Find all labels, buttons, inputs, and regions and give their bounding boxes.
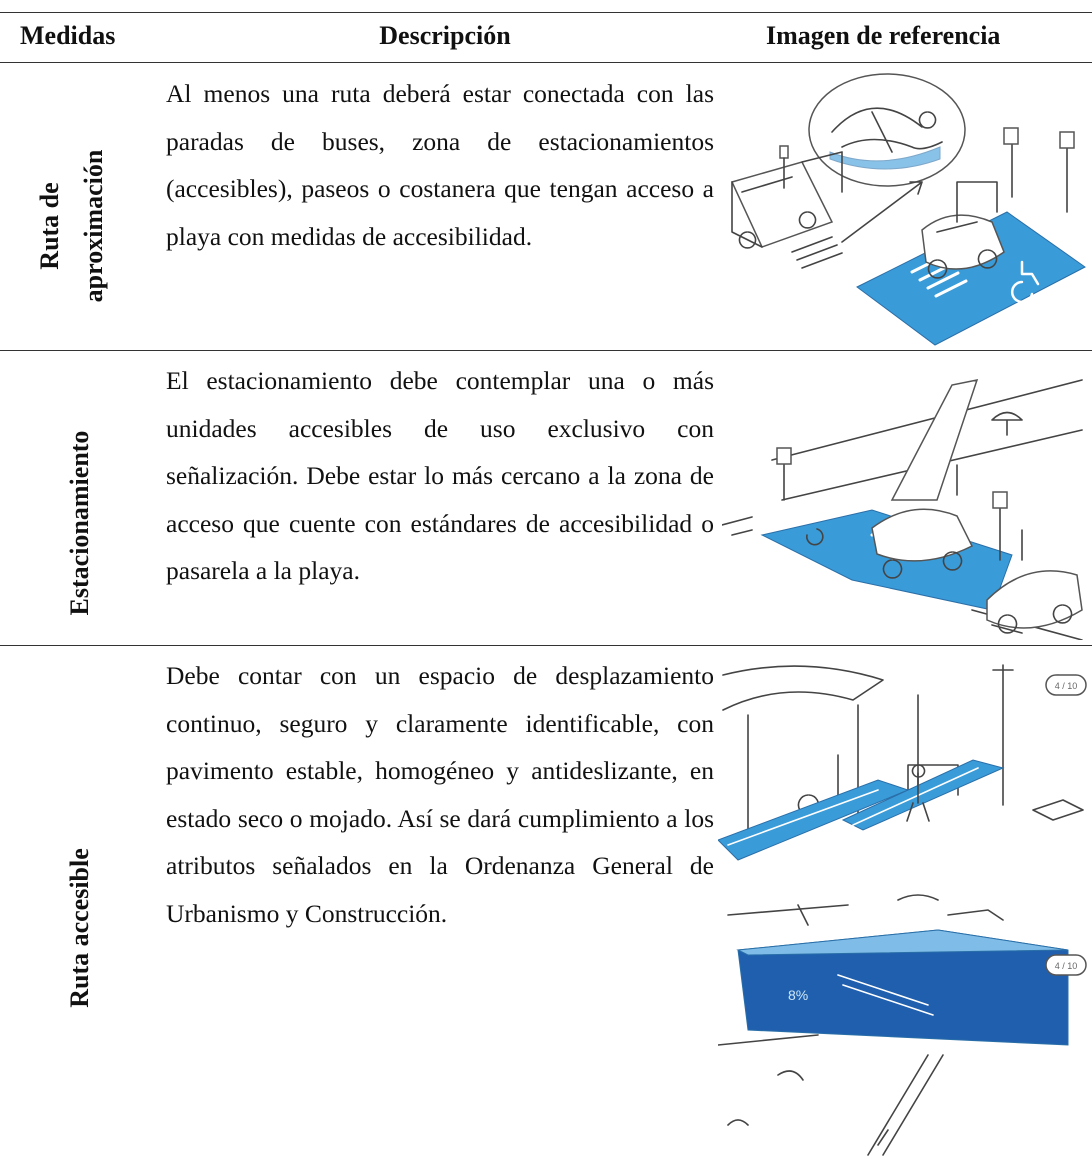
header-cell: Medidas — [20, 21, 116, 50]
reference-image: 4 / 10 8% 4 / 10 — [718, 664, 1087, 1156]
reference-image — [730, 73, 1086, 346]
measure-line: Estacionamiento — [65, 430, 94, 616]
row-rule — [0, 645, 1092, 646]
measure-label: Estacionamiento — [58, 431, 102, 616]
measure-label: Ruta de aproximación — [28, 150, 116, 303]
image-text: 4 / 10 — [1055, 961, 1078, 971]
image-text: 8% — [788, 987, 808, 1003]
measure-line: Ruta de — [35, 182, 64, 270]
reference-image — [722, 379, 1083, 640]
description: Debe contar con un espacio de desplazami… — [166, 661, 714, 928]
measure-line: aproximación — [79, 149, 108, 303]
header-cell: Descripción — [379, 21, 511, 50]
header-cell: Imagen de referencia — [766, 21, 1001, 50]
row-rule — [0, 350, 1092, 351]
header-rule — [0, 62, 1092, 63]
description: El estacionamiento debe contemplar una o… — [166, 366, 714, 585]
measure-line: Ruta accesible — [65, 848, 94, 1008]
description: Al menos una ruta deberá estar conectada… — [166, 79, 714, 251]
table-top-rule — [0, 12, 1092, 13]
image-text: 4 / 10 — [1055, 681, 1078, 691]
measure-label: Ruta accesible — [58, 848, 102, 1008]
